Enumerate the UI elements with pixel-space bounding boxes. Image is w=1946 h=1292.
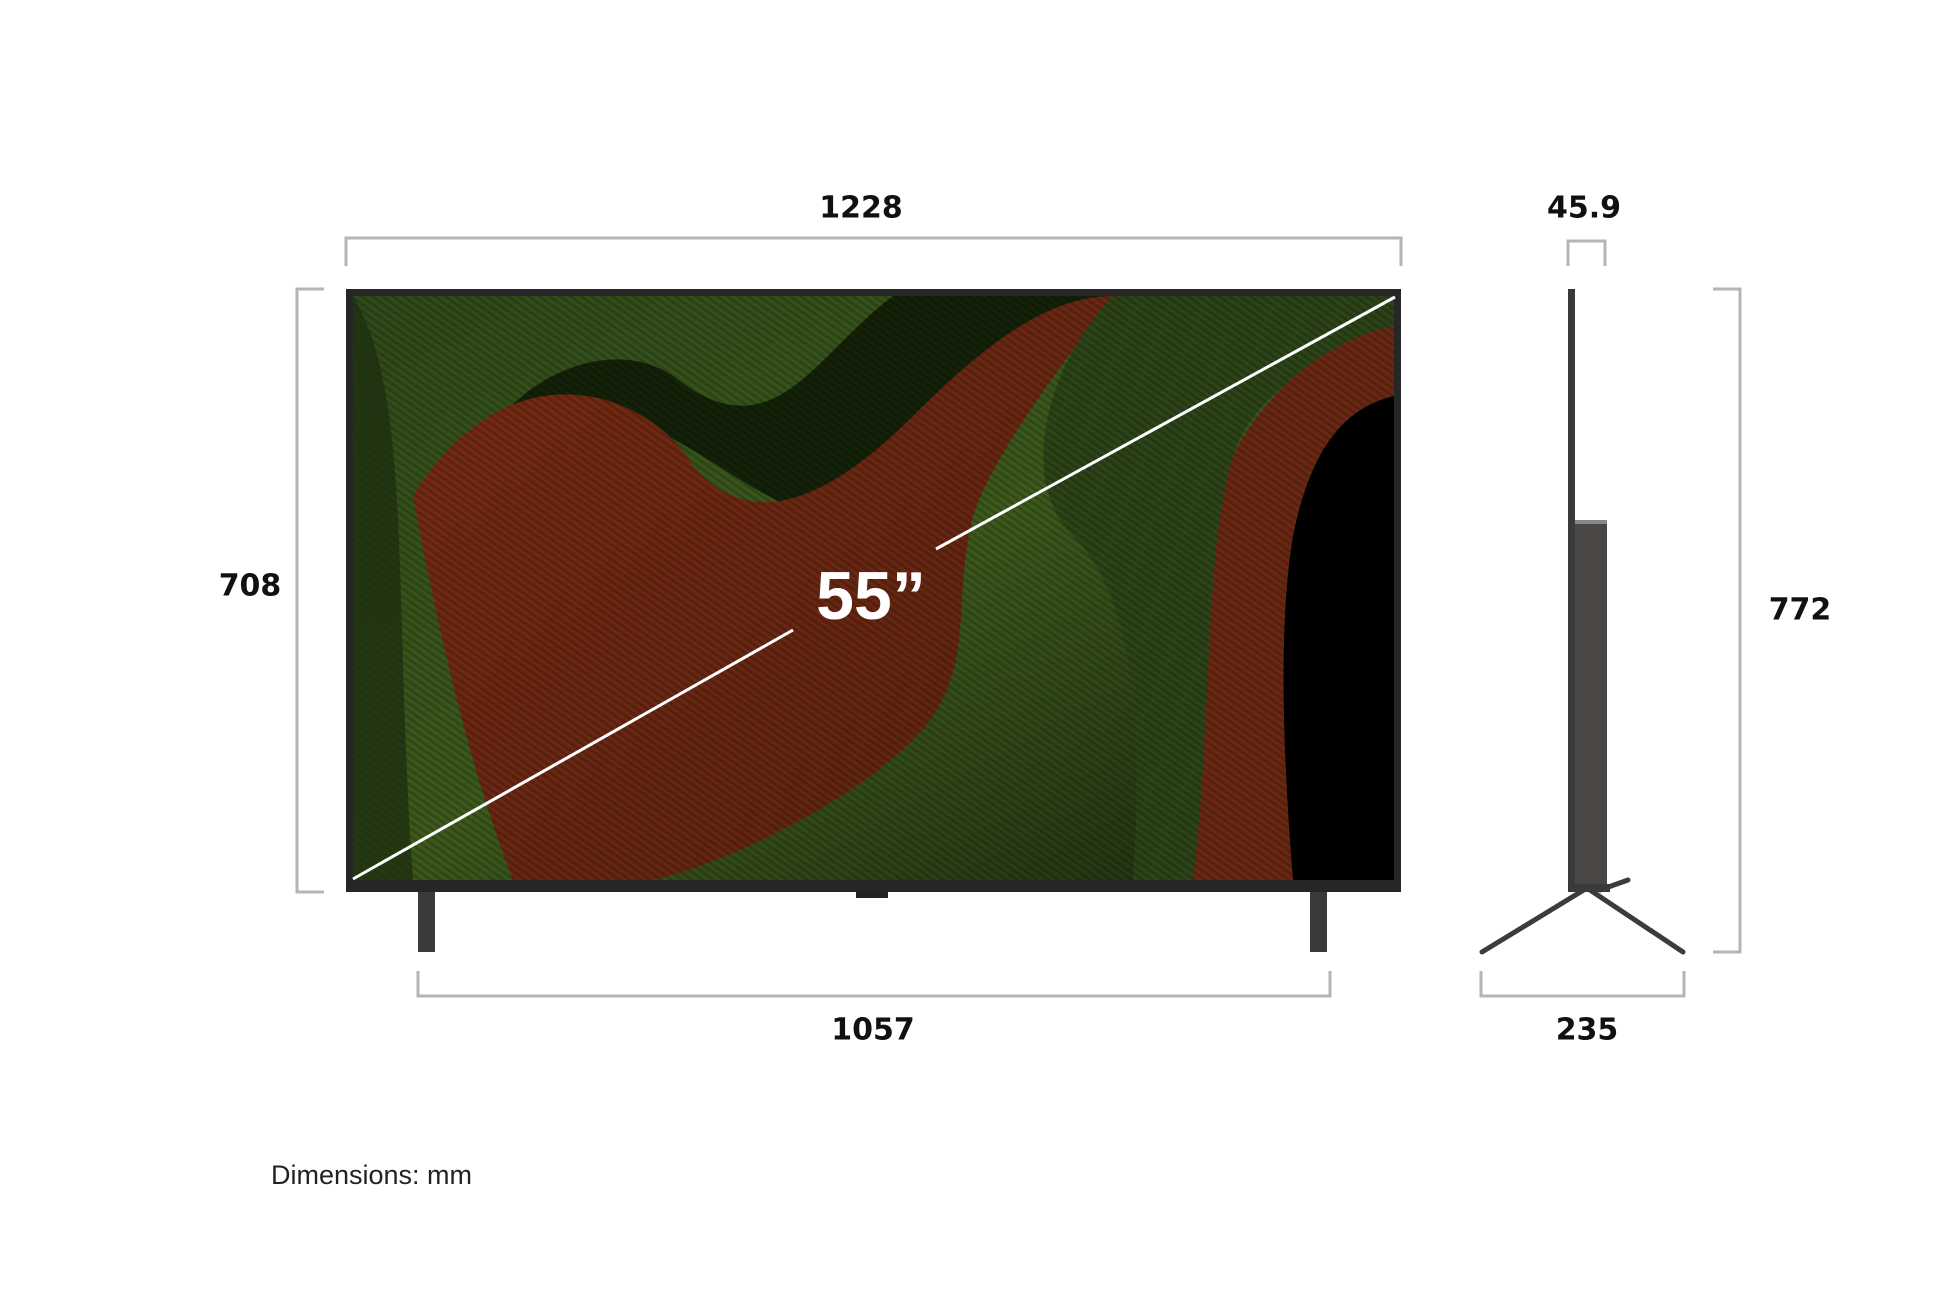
depth-label: 45.9 (1546, 190, 1622, 226)
total-height-bracket (1713, 287, 1742, 954)
depth-bracket (1566, 239, 1607, 266)
stand-depth-bracket (1479, 971, 1686, 998)
height-bracket (295, 287, 324, 894)
tv-sensor-bump (856, 892, 888, 898)
stand-span-bracket (416, 971, 1332, 998)
dimension-brackets (295, 236, 1742, 998)
screen-diagonal-label: 55” (816, 558, 926, 634)
units-note: Dimensions: mm (271, 1160, 473, 1190)
front-height-label: 708 (218, 568, 282, 604)
front-width-label: 1228 (819, 190, 903, 226)
tv-side-panel (1568, 289, 1575, 892)
tv-leg-left (418, 892, 435, 952)
width-bracket (344, 236, 1403, 266)
diagonal-line-upper (935, 295, 1396, 551)
tv-leg-right (1310, 892, 1327, 952)
total-height-label: 772 (1768, 592, 1832, 628)
tv-side-stand (1479, 885, 1686, 955)
tv-side (1479, 289, 1686, 955)
diagonal-line-lower (352, 628, 794, 881)
tv-screen-art (353, 296, 1394, 880)
stand-span-label: 1057 (831, 1012, 915, 1048)
stand-depth-label: 235 (1555, 1012, 1619, 1048)
tv-front (346, 289, 1401, 952)
tv-side-back-box (1575, 520, 1607, 892)
